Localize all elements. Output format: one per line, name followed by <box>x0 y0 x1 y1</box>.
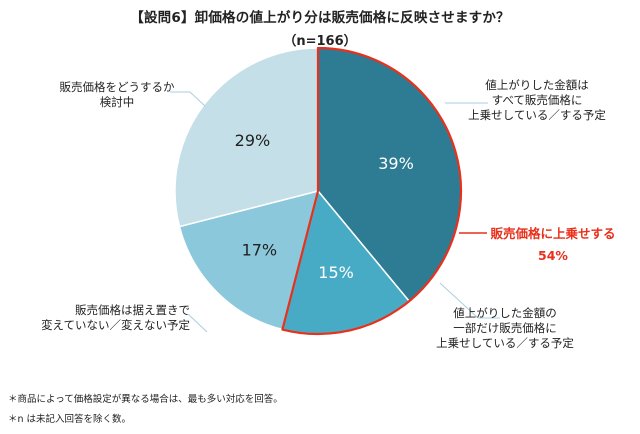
slice-label-line: 上乗せしている／する予定 <box>468 108 606 122</box>
footnote-1: ＊商品によって価格設定が異なる場合は、最も多い対応を回答。 <box>8 394 283 405</box>
slice-label-line: 変えていない／変えない予定 <box>41 318 190 332</box>
highlight-value: 54% <box>538 248 568 263</box>
slice-label-line: 販売価格をどうするか <box>59 80 175 94</box>
slice-label-partly-passed-on: 値上がりした金額の 一部だけ販売価格に 上乗せしている／する予定 <box>430 306 580 351</box>
slice-label-line: 検討中 <box>99 95 135 109</box>
slice-label-line: 値上がりした金額の <box>453 306 557 320</box>
highlight-label: 販売価格に上乗せする <box>490 226 616 241</box>
highlight-outline <box>281 46 463 336</box>
slice-label-all-passed-on: 値上がりした金額は すべて販売価格に 上乗せしている／する予定 <box>462 78 612 123</box>
footnote-2: ＊n は未記入回答を除く数。 <box>8 414 132 425</box>
chart-title: 【設問6】卸価格の値上がり分は販売価格に反映させますか？ <box>130 10 510 26</box>
slice-label-line: 上乗せしている／する予定 <box>436 336 574 350</box>
value-label-15: 15% <box>318 263 354 282</box>
slice-label-line: すべて販売価格に <box>491 93 583 107</box>
leader-line-under-consideration <box>170 91 206 107</box>
value-label-29: 29% <box>235 131 271 150</box>
slice-label-line: 一部だけ販売価格に <box>453 321 557 335</box>
slice-label-under-consideration: 販売価格をどうするか 検討中 <box>42 80 192 110</box>
slice-price-unchanged <box>178 189 320 331</box>
leader-line-price-unchanged <box>187 313 208 333</box>
leader-line-partly-passed-on <box>439 282 500 319</box>
slice-label-line: 販売価格は据え置きで <box>75 303 190 317</box>
slice-label-price-unchanged: 販売価格は据え置きで 変えていない／変えない予定 <box>20 303 190 333</box>
value-label-17: 17% <box>242 241 278 260</box>
chart-subtitle: （n=166） <box>283 34 357 49</box>
slice-under-consideration <box>174 47 319 228</box>
value-label-39: 39% <box>378 154 414 173</box>
slice-label-line: 値上がりした金額は <box>485 78 589 92</box>
